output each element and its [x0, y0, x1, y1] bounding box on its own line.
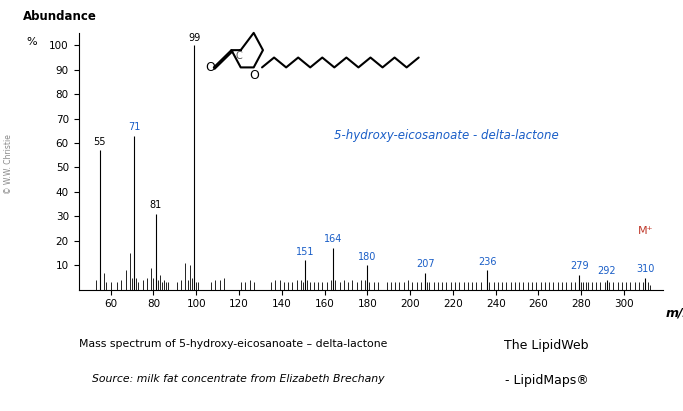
Text: Source: milk fat concentrate from Elizabeth Brechany: Source: milk fat concentrate from Elizab…	[92, 374, 385, 384]
Text: C: C	[236, 51, 242, 61]
Text: 99: 99	[188, 32, 200, 43]
Text: O: O	[205, 61, 214, 74]
Text: 164: 164	[324, 235, 342, 245]
Text: 180: 180	[358, 252, 376, 262]
Text: 5-hydroxy-eicosanoate - delta-lactone: 5-hydroxy-eicosanoate - delta-lactone	[334, 129, 559, 142]
Text: The LipidWeb: The LipidWeb	[504, 339, 589, 352]
Text: O: O	[250, 69, 260, 82]
Text: 207: 207	[416, 259, 434, 269]
Text: M⁺: M⁺	[638, 226, 653, 236]
Text: 236: 236	[478, 256, 497, 266]
Text: 310: 310	[636, 264, 654, 274]
Text: 279: 279	[570, 261, 588, 271]
Text: - LipidMaps®: - LipidMaps®	[505, 374, 588, 387]
Text: Abundance: Abundance	[23, 9, 97, 23]
Text: 81: 81	[150, 200, 162, 210]
Text: m/z: m/z	[665, 307, 683, 319]
Text: %: %	[26, 37, 37, 47]
Text: 292: 292	[598, 266, 616, 276]
Text: 55: 55	[94, 136, 106, 147]
Text: 151: 151	[296, 247, 315, 257]
Text: © W.W. Christie: © W.W. Christie	[3, 134, 13, 194]
Text: 71: 71	[128, 122, 140, 132]
Text: Mass spectrum of 5-hydroxy-eicosanoate – delta-lactone: Mass spectrum of 5-hydroxy-eicosanoate –…	[79, 339, 387, 349]
